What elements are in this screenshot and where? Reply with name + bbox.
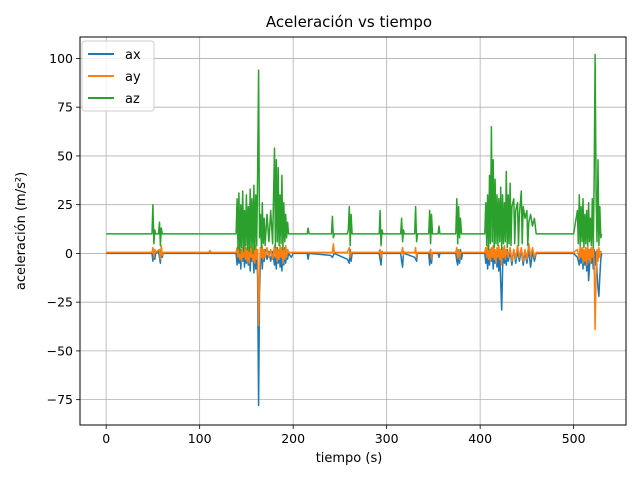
legend-label-ax: ax bbox=[125, 48, 141, 63]
legend-label-az: az bbox=[125, 92, 140, 107]
series-line-ay bbox=[106, 242, 603, 331]
y-tick-label: −75 bbox=[47, 392, 73, 407]
legend-label-ay: ay bbox=[125, 70, 141, 85]
legend: ax ay az bbox=[81, 40, 155, 112]
x-tick-label: 500 bbox=[562, 431, 586, 446]
plot-area bbox=[106, 53, 603, 407]
y-tick-label: 50 bbox=[57, 148, 73, 163]
y-tick-label: −50 bbox=[47, 343, 73, 358]
axes-frame bbox=[79, 36, 627, 426]
y-axis-ticks: −75 −50 −25 0 25 50 75 100 bbox=[47, 51, 80, 407]
series-lines bbox=[106, 53, 603, 407]
y-tick-label: 100 bbox=[49, 51, 73, 66]
chart-title: Aceleración vs tiempo bbox=[266, 13, 432, 31]
y-tick-label: 0 bbox=[65, 246, 73, 261]
series-line-az bbox=[106, 53, 603, 255]
y-tick-label: 75 bbox=[57, 100, 73, 115]
x-tick-label: 100 bbox=[188, 431, 212, 446]
legend-box bbox=[81, 40, 155, 112]
y-tick-label: 25 bbox=[57, 197, 73, 212]
x-tick-label: 400 bbox=[468, 431, 492, 446]
x-tick-label: 200 bbox=[281, 431, 305, 446]
x-tick-label: 300 bbox=[375, 431, 399, 446]
x-axis-ticks: 0 100 200 300 400 500 bbox=[102, 425, 586, 446]
y-axis-label: aceleración (m/s²) bbox=[14, 172, 29, 290]
x-tick-label: 0 bbox=[102, 431, 110, 446]
y-tick-label: −25 bbox=[47, 295, 73, 310]
x-axis-label: tiempo (s) bbox=[316, 451, 383, 466]
